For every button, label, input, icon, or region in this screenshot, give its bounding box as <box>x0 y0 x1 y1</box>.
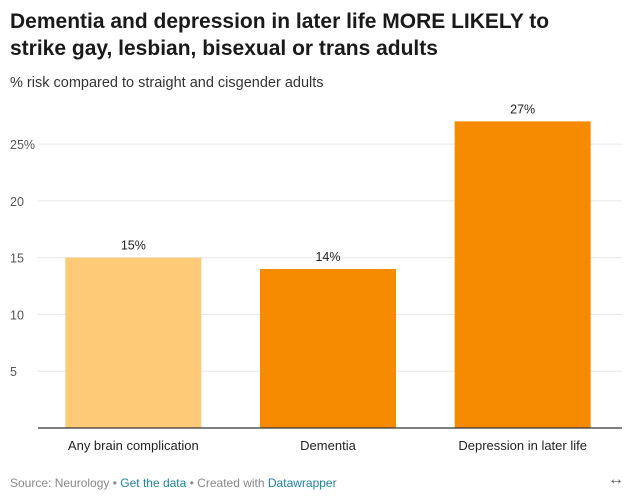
x-tick-label: Depression in later life <box>458 438 587 453</box>
y-tick-label: 15 <box>10 252 24 266</box>
data-label: 15% <box>121 239 146 253</box>
data-label: 27% <box>510 102 535 116</box>
footer: Source: Neurology • Get the data • Creat… <box>10 476 337 490</box>
bar <box>260 269 396 428</box>
source-text: Source: Neurology <box>10 476 110 490</box>
y-tick-label: 5 <box>10 365 17 379</box>
x-tick-label: Dementia <box>300 438 356 453</box>
datawrapper-link[interactable]: Datawrapper <box>267 476 337 490</box>
x-tick-label: Any brain complication <box>68 438 199 453</box>
bar-chart: 5 10 15 20 25% 15% Any brain complication 14% De… <box>10 102 622 453</box>
chart-subtitle: % risk compared to straight and cisgende… <box>10 75 324 91</box>
chart-title: Dementia and depression in later life MO… <box>10 10 550 60</box>
y-tick-label: 10 <box>10 308 24 322</box>
data-label: 14% <box>315 250 340 264</box>
y-tick-label: 20 <box>10 195 24 209</box>
expand-icon[interactable]: ↔ <box>608 471 624 488</box>
get-data-link[interactable]: Get the data <box>120 476 187 490</box>
bar <box>65 257 202 428</box>
bar <box>454 121 591 428</box>
y-tick-label: 25% <box>10 138 35 152</box>
